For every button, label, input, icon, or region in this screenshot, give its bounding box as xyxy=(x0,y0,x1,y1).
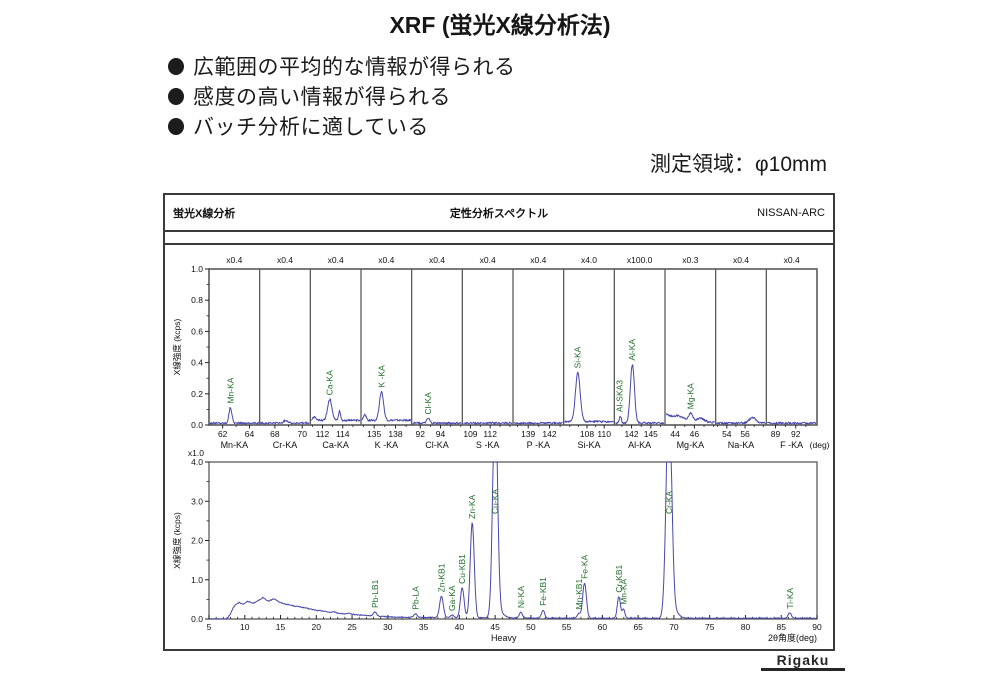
report-header-left: 蛍光X線分析 xyxy=(173,207,236,220)
report-header-center: 定性分析スペクトル xyxy=(449,207,549,220)
bullet-icon xyxy=(168,57,184,75)
measurement-area-label: 測定領域：φ10mm xyxy=(650,153,827,176)
bullet-item: 広範囲の平均的な情報が得られる xyxy=(168,51,516,81)
report-strip xyxy=(165,232,833,245)
bullet-item: 感度の高い情報が得られる xyxy=(168,81,516,111)
rigaku-logo: Rigaku xyxy=(761,653,845,671)
bullet-icon xyxy=(168,87,184,105)
bullet-item: バッチ分析に適している xyxy=(168,111,516,141)
bullet-text: 広範囲の平均的な情報が得られる xyxy=(193,56,516,79)
report-frame: 蛍光X線分析 定性分析スペクトル NISSAN-ARC xyxy=(163,193,835,651)
report-header: 蛍光X線分析 定性分析スペクトル NISSAN-ARC xyxy=(165,195,833,232)
page-title: XRF (蛍光X線分析法) xyxy=(389,12,611,38)
bullet-icon xyxy=(168,117,184,135)
bullet-text: 感度の高い情報が得られる xyxy=(193,86,451,109)
bullet-list: 広範囲の平均的な情報が得られる 感度の高い情報が得られる バッチ分析に適している xyxy=(168,51,516,141)
bullet-text: バッチ分析に適している xyxy=(193,116,429,139)
report-header-right: NISSAN-ARC xyxy=(757,206,825,219)
